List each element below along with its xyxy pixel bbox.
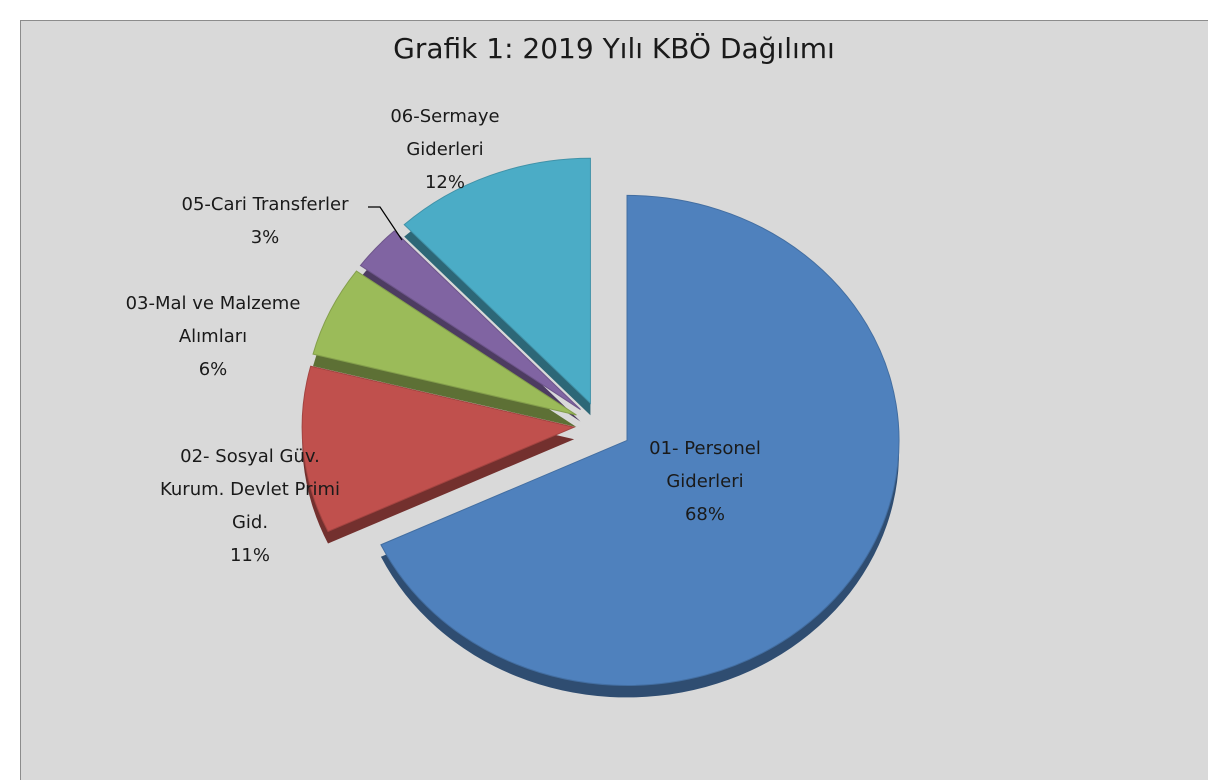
slice [301, 365, 576, 533]
data-label: 05-Cari Transferler 3% [160, 188, 370, 254]
slice [403, 157, 591, 405]
category-label: 06-Sermaye Giderleri [390, 106, 500, 160]
category-label: 05-Cari Transferler [181, 194, 349, 215]
value-label: 11% [229, 545, 270, 566]
data-label: 06-Sermaye Giderleri 12% [383, 100, 508, 199]
data-label: 01- Personel Giderleri 68% [635, 432, 775, 531]
value-label: 3% [250, 227, 280, 248]
value-label: 12% [424, 172, 465, 193]
category-label: 03-Mal ve Malzeme Alımları [125, 293, 301, 347]
category-label: 02- Sosyal Güv. Kurum. Devlet Primi Gid. [159, 446, 341, 533]
slice [380, 194, 900, 686]
leader-line [368, 206, 403, 241]
data-label: 02- Sosyal Güv. Kurum. Devlet Primi Gid.… [155, 440, 345, 572]
value-label: 68% [684, 504, 725, 525]
chart-title: Grafik 1: 2019 Yılı KBÖ Dağılımı [393, 32, 835, 65]
slice [359, 230, 581, 410]
data-label: 03-Mal ve Malzeme Alımları 6% [123, 287, 303, 386]
slice [312, 270, 577, 416]
value-label: 6% [198, 359, 228, 380]
category-label: 01- Personel Giderleri [649, 438, 761, 492]
